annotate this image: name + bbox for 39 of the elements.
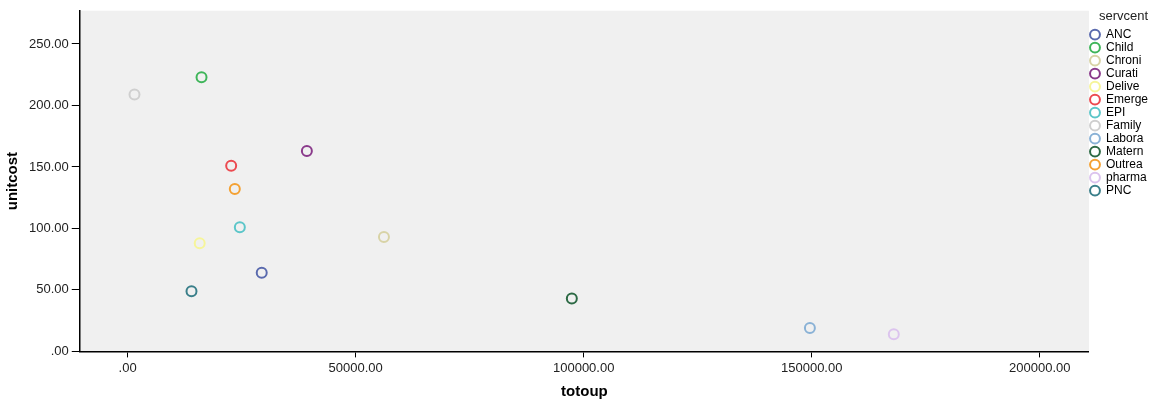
legend-label: Chroni: [1105, 52, 1142, 67]
point: [377, 231, 390, 244]
x-tick-label: 50000.00: [328, 359, 383, 375]
point: [193, 237, 206, 250]
point: [233, 221, 246, 234]
x-axis-title: totoup: [561, 382, 608, 400]
legend-label: Family: [1105, 117, 1142, 132]
legend-label: PNC: [1105, 182, 1132, 197]
point: [887, 328, 900, 341]
y-tick-label: 100.00: [29, 220, 69, 236]
point: [228, 183, 241, 196]
x-tick-label: 100000.00: [552, 359, 615, 375]
point: [195, 71, 208, 84]
y-tick-label: 50.00: [36, 281, 69, 297]
legend-label: Child: [1105, 39, 1134, 54]
y-tick-label: 150.00: [29, 158, 69, 174]
legend-label: Delive: [1105, 78, 1140, 93]
y-tick-label: 200.00: [29, 97, 69, 113]
x-tick-label: 150000.00: [780, 359, 843, 375]
point: [225, 159, 238, 172]
legend-title: servcent: [1098, 8, 1149, 24]
legend-label: pharma: [1105, 169, 1147, 184]
y-tick-label: 250.00: [29, 35, 69, 51]
legend-label: Curati: [1105, 65, 1138, 80]
legend-label: Matern: [1105, 143, 1144, 158]
y-axis-title: unitcost: [3, 151, 21, 211]
legend-label: ANC: [1105, 26, 1132, 41]
point: [803, 322, 816, 335]
point: [128, 88, 141, 101]
legend-label: Emerge: [1105, 91, 1149, 106]
x-tick-label: 200000.00: [1009, 359, 1071, 375]
y-tick-label: .00: [50, 342, 69, 358]
legend-label: Outrea: [1105, 156, 1143, 171]
point: [300, 144, 313, 157]
point: [255, 266, 268, 279]
x-tick-label: .00: [118, 359, 137, 375]
point: [565, 292, 578, 305]
point: [185, 285, 198, 298]
legend-label: EPI: [1105, 104, 1126, 119]
